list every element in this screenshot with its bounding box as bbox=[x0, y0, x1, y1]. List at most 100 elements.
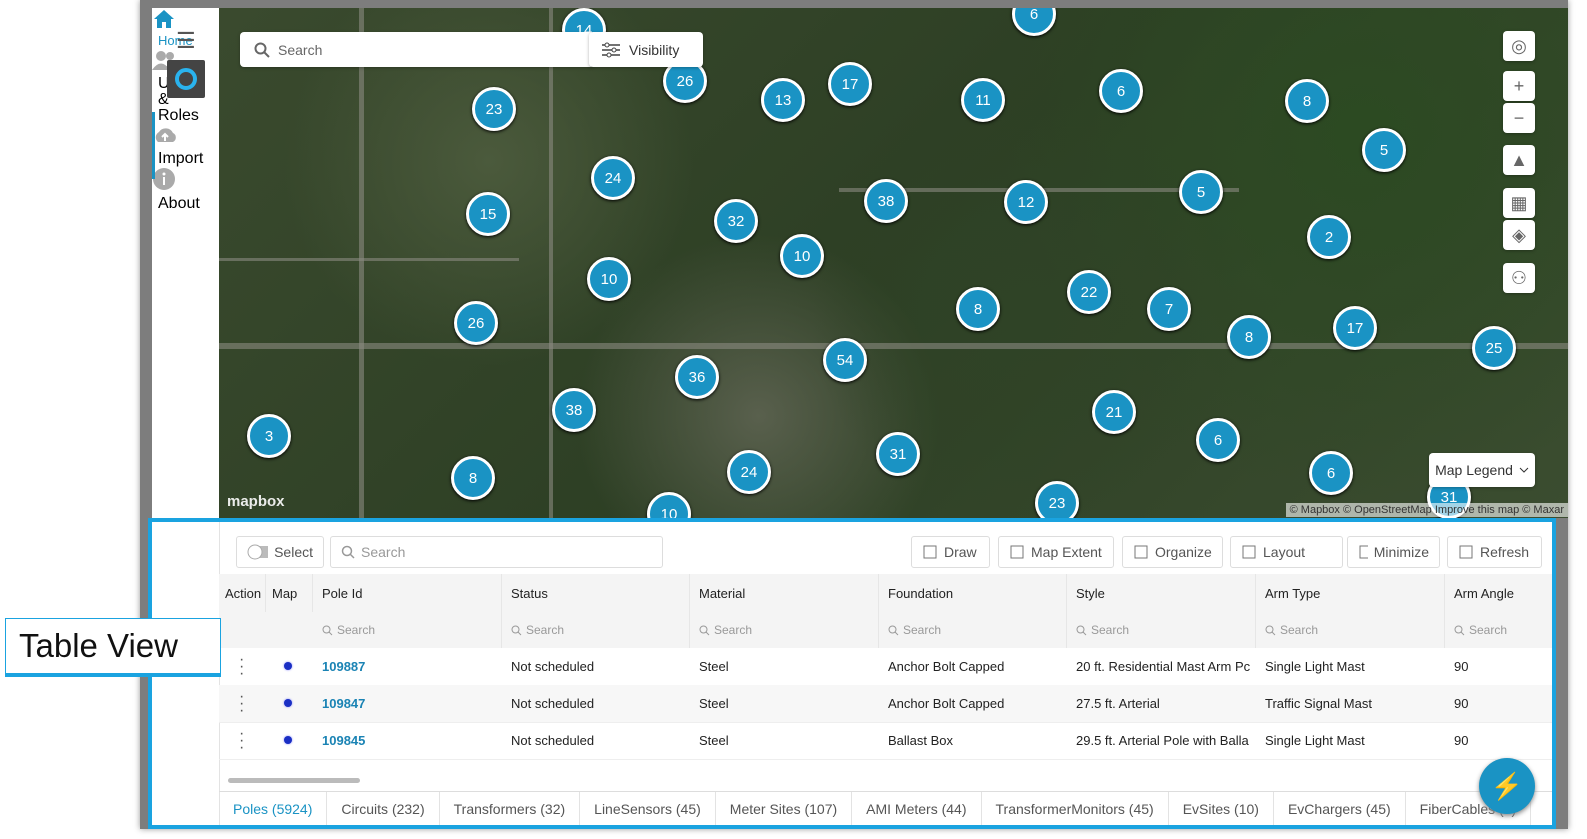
column-header[interactable]: Pole Id bbox=[313, 574, 502, 612]
menu-icon[interactable]: ☰ bbox=[176, 28, 196, 53]
cluster-marker[interactable]: 2 bbox=[1307, 215, 1351, 259]
toolbar-button-label: Organize bbox=[1155, 544, 1212, 560]
cluster-marker[interactable]: 6 bbox=[1309, 451, 1353, 495]
map-dot bbox=[284, 662, 292, 670]
cluster-marker[interactable]: 24 bbox=[727, 450, 771, 494]
column-header[interactable]: Map bbox=[266, 574, 313, 612]
cluster-marker[interactable]: 11 bbox=[961, 78, 1005, 122]
toolbar-button[interactable]: Minimize bbox=[1347, 536, 1440, 568]
column-header[interactable]: Status bbox=[502, 574, 690, 612]
map-control[interactable]: ▲ bbox=[1503, 145, 1535, 175]
map-control[interactable]: ⚇ bbox=[1503, 263, 1535, 293]
column-filter[interactable]: Search bbox=[1445, 612, 1552, 648]
tab[interactable]: Circuits (232) bbox=[327, 792, 440, 825]
cluster-marker[interactable]: 24 bbox=[591, 156, 635, 200]
column-header[interactable]: Arm Type bbox=[1256, 574, 1445, 612]
column-header[interactable]: Foundation bbox=[879, 574, 1067, 612]
cluster-marker[interactable]: 25 bbox=[1472, 326, 1516, 370]
table-cell: Not scheduled bbox=[511, 733, 595, 748]
cluster-marker[interactable]: 6 bbox=[1196, 418, 1240, 462]
column-filter[interactable]: Search bbox=[313, 612, 502, 648]
map[interactable]: 14 6 26 13 17 11 6 8 23 5 24 5 15 32 38 12 2 10 10 22 8 7 8 17 2… bbox=[219, 8, 1568, 518]
tab[interactable]: TransformerMonitors (45) bbox=[982, 792, 1169, 825]
cluster-marker[interactable]: 21 bbox=[1092, 390, 1136, 434]
column-filter[interactable]: Search bbox=[1256, 612, 1445, 648]
cluster-marker[interactable]: 13 bbox=[761, 78, 805, 122]
table-cell[interactable]: 109887 bbox=[322, 659, 366, 674]
toolbar-button[interactable]: Organize bbox=[1122, 536, 1223, 568]
tab[interactable]: EvChargers (45) bbox=[1274, 792, 1406, 825]
cluster-marker[interactable]: 5 bbox=[1179, 170, 1223, 214]
toolbar-button[interactable]: Map Extent bbox=[998, 536, 1114, 568]
nav-item[interactable]: Import bbox=[152, 124, 219, 167]
filter-placeholder: Search bbox=[1469, 623, 1508, 637]
column-header[interactable]: Action bbox=[219, 574, 266, 612]
cluster-marker[interactable]: 26 bbox=[454, 301, 498, 345]
map-control[interactable]: ◈ bbox=[1503, 220, 1535, 250]
cluster-marker[interactable]: 17 bbox=[1333, 306, 1377, 350]
column-filter[interactable]: Search bbox=[879, 612, 1067, 648]
cluster-marker[interactable]: 6 bbox=[1099, 69, 1143, 113]
map-control[interactable]: + bbox=[1503, 71, 1535, 101]
map-legend-button[interactable]: Map Legend bbox=[1429, 453, 1535, 487]
cluster-marker[interactable]: 10 bbox=[647, 492, 691, 518]
table-cell[interactable]: 109847 bbox=[322, 696, 366, 711]
table-cell[interactable]: 109845 bbox=[322, 733, 366, 748]
nav-item[interactable]: Home bbox=[152, 8, 219, 49]
cluster-marker[interactable]: 12 bbox=[1004, 180, 1048, 224]
tab[interactable]: AMI Meters (44) bbox=[852, 792, 982, 825]
cluster-marker[interactable]: 36 bbox=[675, 355, 719, 399]
row-action[interactable]: · · · bbox=[239, 651, 245, 682]
column-header[interactable]: Arm Angle bbox=[1445, 574, 1552, 612]
row-action[interactable]: · · · bbox=[239, 725, 245, 756]
visibility-button[interactable]: Visibility bbox=[589, 32, 703, 67]
cluster-marker[interactable]: 15 bbox=[466, 192, 510, 236]
map-control[interactable]: − bbox=[1503, 103, 1535, 133]
column-filter[interactable]: Search bbox=[1067, 612, 1256, 648]
nav-label: Import bbox=[158, 150, 204, 167]
toolbar-button[interactable]: Draw bbox=[911, 536, 990, 568]
column-header[interactable]: Style bbox=[1067, 574, 1256, 612]
table-cell: 90 bbox=[1454, 659, 1469, 674]
cluster-marker[interactable]: 8 bbox=[1227, 315, 1271, 359]
nav-item[interactable]: About bbox=[152, 167, 219, 212]
cluster-marker[interactable]: 5 bbox=[1362, 128, 1406, 172]
cluster-marker[interactable]: 10 bbox=[587, 257, 631, 301]
column-filter[interactable]: Search bbox=[502, 612, 690, 648]
cluster-marker[interactable]: 3 bbox=[247, 414, 291, 458]
cluster-marker[interactable]: 8 bbox=[451, 456, 495, 500]
toolbar-button[interactable]: Layout bbox=[1230, 536, 1343, 568]
map-search[interactable]: Search bbox=[240, 32, 594, 67]
cluster-marker[interactable]: 17 bbox=[828, 62, 872, 106]
toolbar-button[interactable]: Refresh bbox=[1447, 536, 1542, 568]
nav-label: About bbox=[158, 195, 200, 212]
select-toggle[interactable]: Select bbox=[236, 536, 324, 568]
fab[interactable]: ⚡ bbox=[1479, 758, 1535, 814]
cluster-marker[interactable]: 23 bbox=[1035, 481, 1079, 518]
column-header[interactable]: Material bbox=[690, 574, 879, 612]
cluster-marker[interactable]: 38 bbox=[864, 179, 908, 223]
column-filter[interactable]: Search bbox=[690, 612, 879, 648]
cluster-marker[interactable]: 7 bbox=[1147, 287, 1191, 331]
tab[interactable]: LineSensors (45) bbox=[580, 792, 716, 825]
cluster-marker[interactable]: 8 bbox=[1285, 79, 1329, 123]
map-control[interactable]: ◎ bbox=[1503, 31, 1535, 61]
tab[interactable]: Poles (5924) bbox=[219, 792, 328, 825]
cluster-marker[interactable]: 6 bbox=[1012, 8, 1056, 36]
cluster-marker[interactable]: 32 bbox=[714, 199, 758, 243]
cluster-marker[interactable]: 8 bbox=[956, 287, 1000, 331]
cluster-marker[interactable]: 54 bbox=[823, 338, 867, 382]
row-action[interactable]: · · · bbox=[239, 688, 245, 719]
table-search[interactable]: Search bbox=[330, 536, 663, 568]
cluster-marker[interactable]: 22 bbox=[1067, 270, 1111, 314]
cluster-marker[interactable]: 23 bbox=[472, 87, 516, 131]
tab[interactable]: Meter Sites (107) bbox=[716, 792, 853, 825]
cluster-marker[interactable]: 38 bbox=[552, 388, 596, 432]
cluster-marker[interactable]: 31 bbox=[876, 432, 920, 476]
tab[interactable]: Transformers (32) bbox=[440, 792, 581, 825]
logo bbox=[167, 60, 205, 98]
mapbox-logo: mapbox bbox=[227, 493, 285, 510]
tab[interactable]: EvSites (10) bbox=[1169, 792, 1274, 825]
map-control[interactable]: ▦ bbox=[1503, 188, 1535, 218]
cluster-marker[interactable]: 10 bbox=[780, 234, 824, 278]
